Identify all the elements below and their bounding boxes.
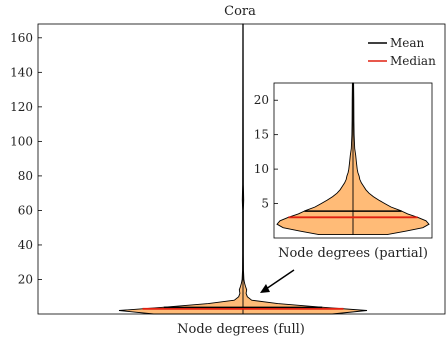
inset-y-tick-label-1: 10 — [254, 162, 269, 176]
main-violin — [118, 23, 368, 315]
main-y-tick-label-6: 140 — [10, 65, 33, 79]
inset-y-tick-label-2: 15 — [254, 128, 269, 142]
main-y-tick-label-3: 80 — [18, 169, 33, 183]
zoom-arrow-head — [260, 284, 270, 293]
chart-title: Cora — [224, 4, 256, 19]
main-y-tick-label-5: 120 — [10, 100, 33, 114]
main-y-tick-label-7: 160 — [10, 31, 33, 45]
main-y-tick-label-1: 40 — [18, 238, 33, 252]
main-y-axis: 20 40 60 80 100 120 140 160 — [10, 31, 42, 286]
legend-mean-label: Mean — [390, 36, 425, 50]
main-y-tick-label-0: 20 — [18, 272, 33, 286]
inset-y-tick-label-3: 20 — [254, 93, 269, 107]
main-x-axis-label: Node degrees (full) — [177, 322, 305, 337]
inset-x-axis-label: Node degrees (partial) — [278, 246, 428, 261]
inset-y-axis: 5 10 15 20 — [254, 93, 278, 211]
inset-plot-frame — [273, 82, 433, 239]
legend-median-label: Median — [390, 54, 436, 68]
main-y-tick-label-2: 60 — [18, 203, 33, 217]
zoom-arrow — [260, 269, 295, 293]
main-y-tick-label-4: 100 — [10, 134, 33, 148]
inset-y-tick-label-0: 5 — [261, 197, 269, 211]
legend: Mean Median — [368, 36, 436, 68]
